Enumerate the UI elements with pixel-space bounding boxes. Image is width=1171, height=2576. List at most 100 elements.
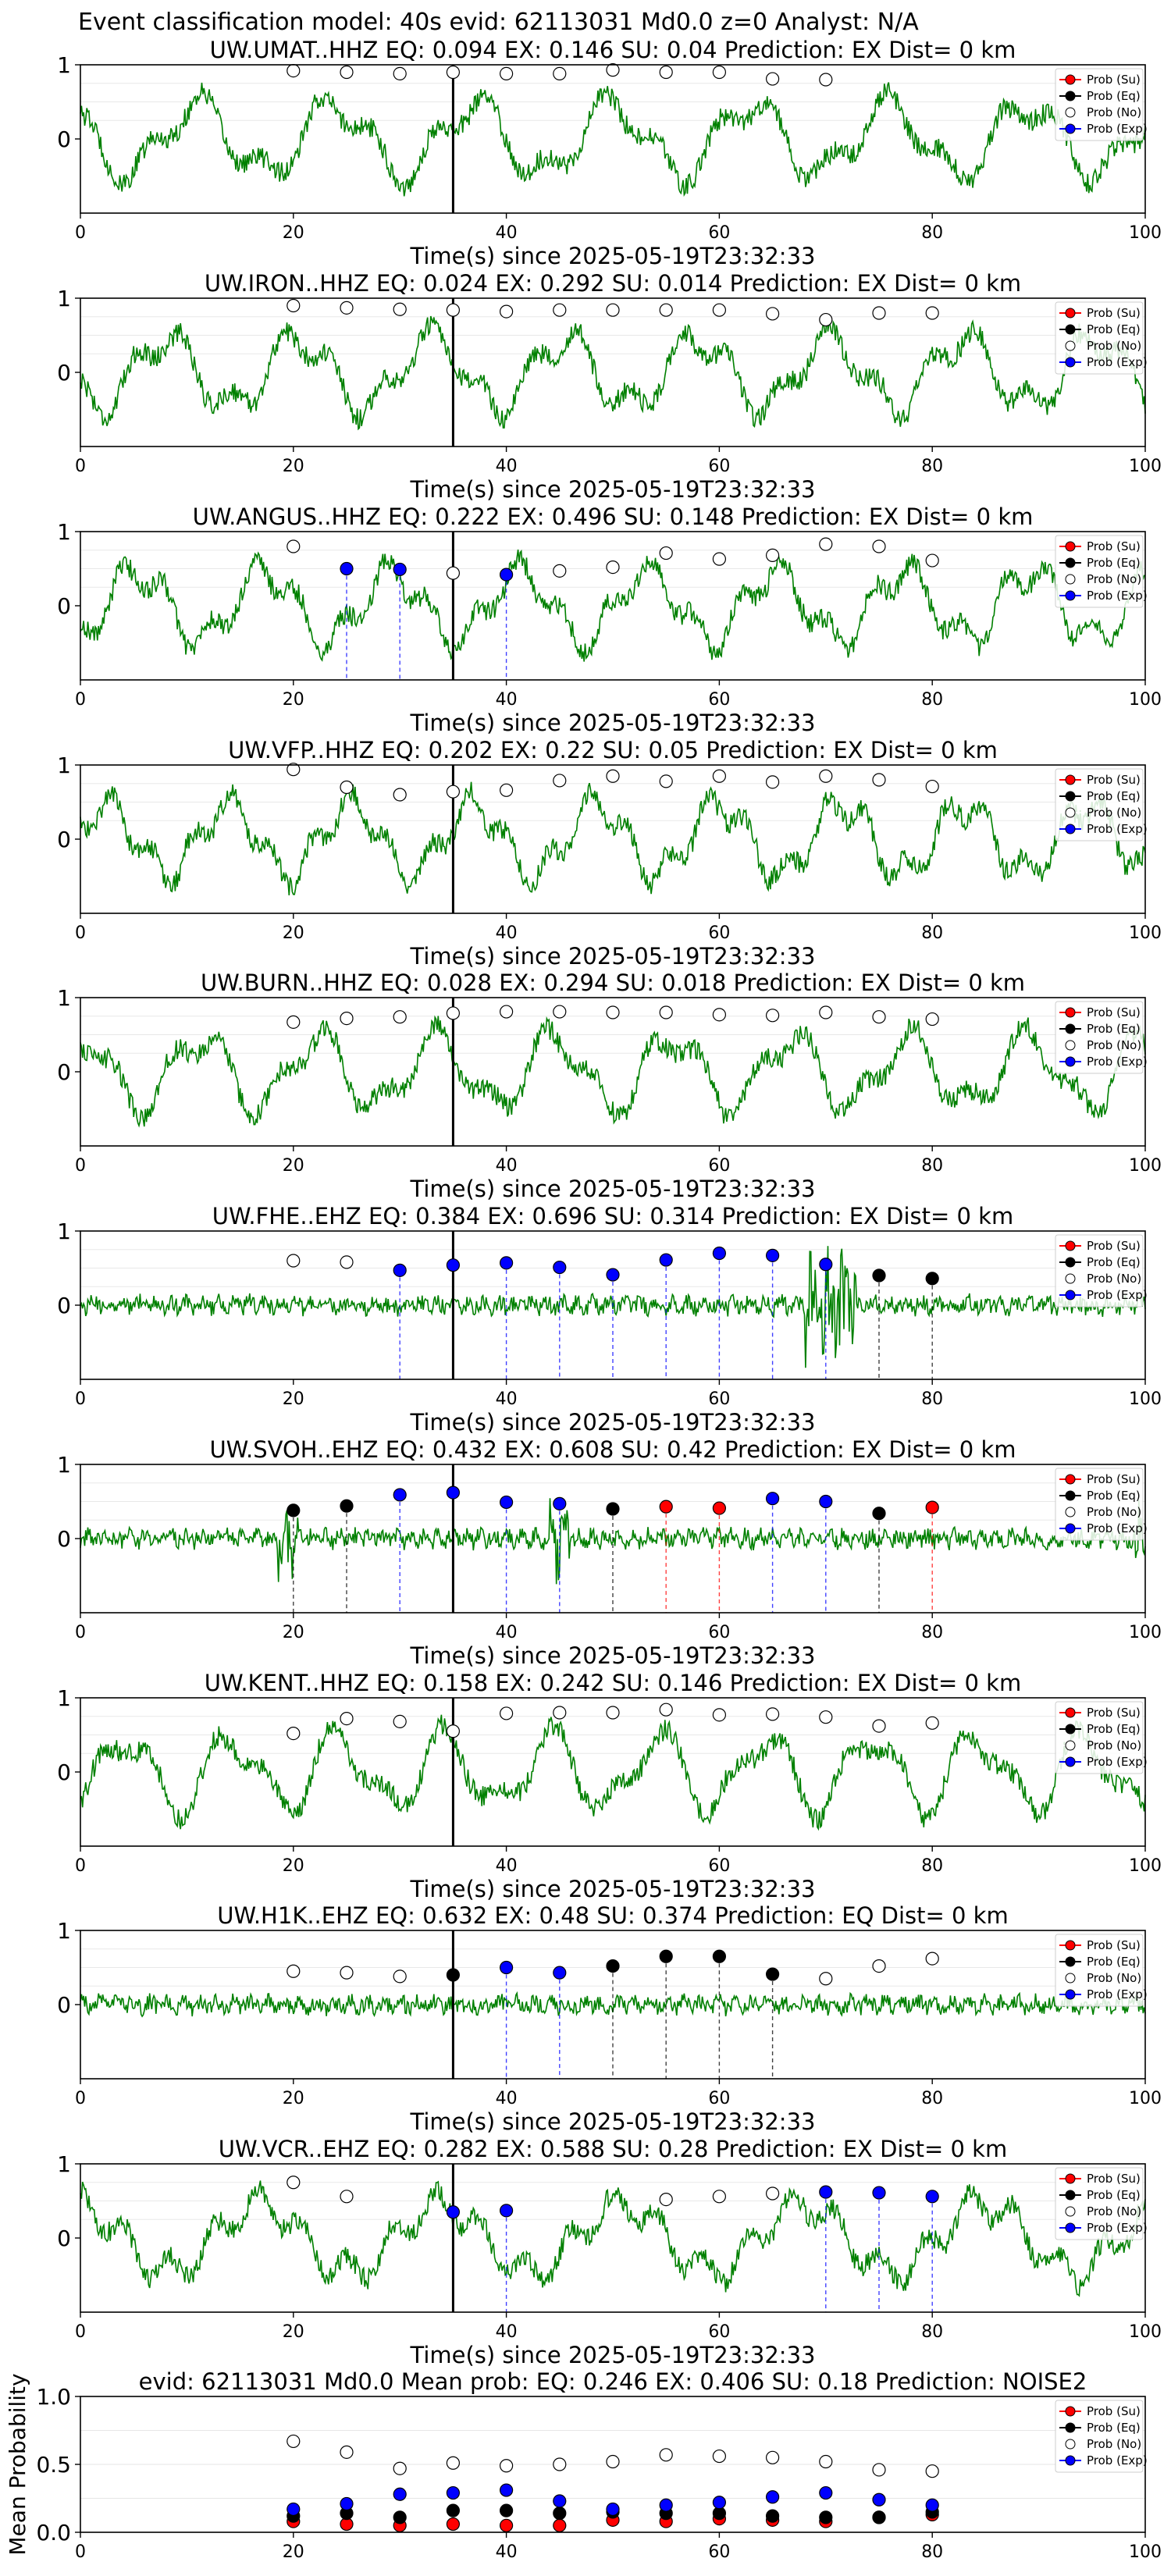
prob-point-no (659, 303, 673, 317)
legend-box (1055, 1701, 1144, 1774)
prob-point-no (765, 775, 780, 789)
legend-label: Prob (Eq) (1087, 1022, 1141, 1036)
prob-point-no (606, 560, 620, 575)
y-tick-label: 1 (57, 1685, 71, 1711)
prob-point-no (925, 779, 939, 794)
legend-marker-eq (1065, 791, 1076, 802)
panel-title: UW.VFP..HHZ EQ: 0.202 EX: 0.22 SU: 0.05 … (228, 737, 998, 763)
legend-label: Prob (Su) (1087, 2404, 1141, 2418)
mean-prob-point-no (606, 2454, 620, 2469)
x-tick-label: 0 (75, 2089, 86, 2108)
x-tick-label: 40 (496, 223, 518, 243)
prob-point-exp (499, 2204, 514, 2218)
x-tick-label: 40 (496, 1389, 518, 1409)
legend-box (1055, 2400, 1144, 2473)
mean-prob-point-no (393, 2461, 407, 2475)
prob-point-no (446, 303, 461, 317)
prob-point-no (340, 2190, 354, 2204)
prob-point-exp (446, 1258, 461, 1272)
mean-prob-point-exp (765, 2490, 780, 2504)
mean-prob-point-no (712, 2449, 727, 2464)
x-tick-label: 20 (283, 690, 304, 710)
legend-label: Prob (Exp) (1087, 822, 1148, 836)
prob-point-no (393, 302, 407, 316)
legend-label: Prob (Eq) (1087, 2421, 1141, 2435)
legend-box (1055, 68, 1144, 141)
waveform-trace (80, 314, 1146, 431)
panel-4: UW.VFP..HHZ EQ: 0.202 EX: 0.22 SU: 0.05 … (57, 737, 1162, 970)
legend-label: Prob (Exp) (1087, 122, 1148, 136)
prob-point-no (287, 1254, 301, 1268)
panel-10: UW.VCR..EHZ EQ: 0.282 EX: 0.588 SU: 0.28… (57, 2136, 1162, 2368)
y-tick-label: 0 (57, 1526, 71, 1552)
prob-point-no (499, 1706, 514, 1720)
y-tick-label: 0.0 (36, 2520, 71, 2546)
mean-prob-point-no (446, 2456, 461, 2470)
panel-5: UW.BURN..HHZ EQ: 0.028 EX: 0.294 SU: 0.0… (57, 970, 1162, 1202)
legend-label: Prob (Eq) (1087, 1489, 1141, 1503)
x-tick-label: 80 (921, 923, 943, 943)
x-axis-label: Time(s) since 2025-05-19T23:32:33 (410, 243, 816, 269)
legend-label: Prob (Exp) (1087, 1755, 1148, 1769)
x-tick-label: 20 (283, 923, 304, 943)
prob-point-eq (659, 1949, 673, 1963)
prob-point-no (925, 553, 939, 568)
legend-marker-eq (1065, 1490, 1076, 1501)
prob-point-exp (499, 1256, 514, 1270)
legend-label: Prob (No) (1087, 1738, 1141, 1752)
legend-marker-no (1065, 574, 1076, 585)
legend-marker-exp (1065, 2455, 1076, 2466)
mean-prob-point-exp (553, 2494, 567, 2508)
x-tick-label: 0 (75, 690, 86, 710)
x-tick-label: 40 (496, 2322, 518, 2342)
legend-label: Prob (Su) (1087, 1706, 1141, 1720)
panel-7: UW.SVOH..EHZ EQ: 0.432 EX: 0.608 SU: 0.4… (57, 1436, 1162, 1669)
y-tick-label: 1 (57, 1918, 71, 1944)
legend-marker-eq (1065, 1724, 1076, 1735)
axes-frame (80, 1697, 1146, 1847)
x-tick-label: 40 (496, 1156, 518, 1176)
mean-prob-point-exp (287, 2502, 301, 2517)
legend-marker-su (1065, 2406, 1076, 2417)
prob-point-no (287, 63, 301, 78)
x-tick-label: 20 (283, 223, 304, 243)
prob-point-eq (872, 1507, 886, 1521)
prob-point-no (819, 73, 833, 87)
waveform-trace (80, 1991, 1146, 2018)
x-tick-label: 0 (75, 457, 86, 476)
prob-point-no (553, 1706, 567, 1720)
legend-marker-exp (1065, 357, 1076, 368)
panel-title: UW.SVOH..EHZ EQ: 0.432 EX: 0.608 SU: 0.4… (209, 1436, 1016, 1463)
x-tick-label: 80 (921, 1856, 943, 1876)
prob-point-no (287, 1964, 301, 1978)
prob-point-no (287, 539, 301, 553)
legend-label: Prob (Su) (1087, 2172, 1141, 2186)
mean-prob-point-no (553, 2457, 567, 2471)
prob-point-eq (446, 1968, 461, 1982)
x-tick-label: 80 (921, 1623, 943, 1642)
prob-point-no (393, 1010, 407, 1024)
mean-prob-point-eq (819, 2510, 833, 2524)
mean-prob-point-exp (499, 2483, 514, 2497)
x-tick-label: 40 (496, 690, 518, 710)
panel-title: evid: 62113031 Md0.0 Mean prob: EQ: 0.24… (139, 2368, 1087, 2395)
prob-point-no (659, 774, 673, 788)
x-tick-label: 0 (75, 923, 86, 943)
prob-point-no (872, 1010, 886, 1024)
prob-point-no (553, 303, 567, 317)
panel-title: UW.FHE..EHZ EQ: 0.384 EX: 0.696 SU: 0.31… (212, 1203, 1013, 1229)
mean-prob-point-exp (712, 2496, 727, 2510)
prob-point-no (659, 1005, 673, 1019)
legend-label: Prob (Su) (1087, 1005, 1141, 1019)
legend-label: Prob (No) (1087, 806, 1141, 820)
prob-point-no (287, 2176, 301, 2190)
y-tick-label: 0 (57, 2226, 71, 2251)
legend-marker-exp (1065, 1756, 1076, 1767)
prob-point-no (765, 72, 780, 86)
x-tick-label: 0 (75, 1156, 86, 1176)
prob-point-no (765, 548, 780, 563)
prob-point-exp (499, 1960, 514, 1975)
mean-prob-point-eq (765, 2509, 780, 2523)
legend-marker-no (1065, 2439, 1076, 2450)
mean-prob-point-exp (606, 2502, 620, 2517)
